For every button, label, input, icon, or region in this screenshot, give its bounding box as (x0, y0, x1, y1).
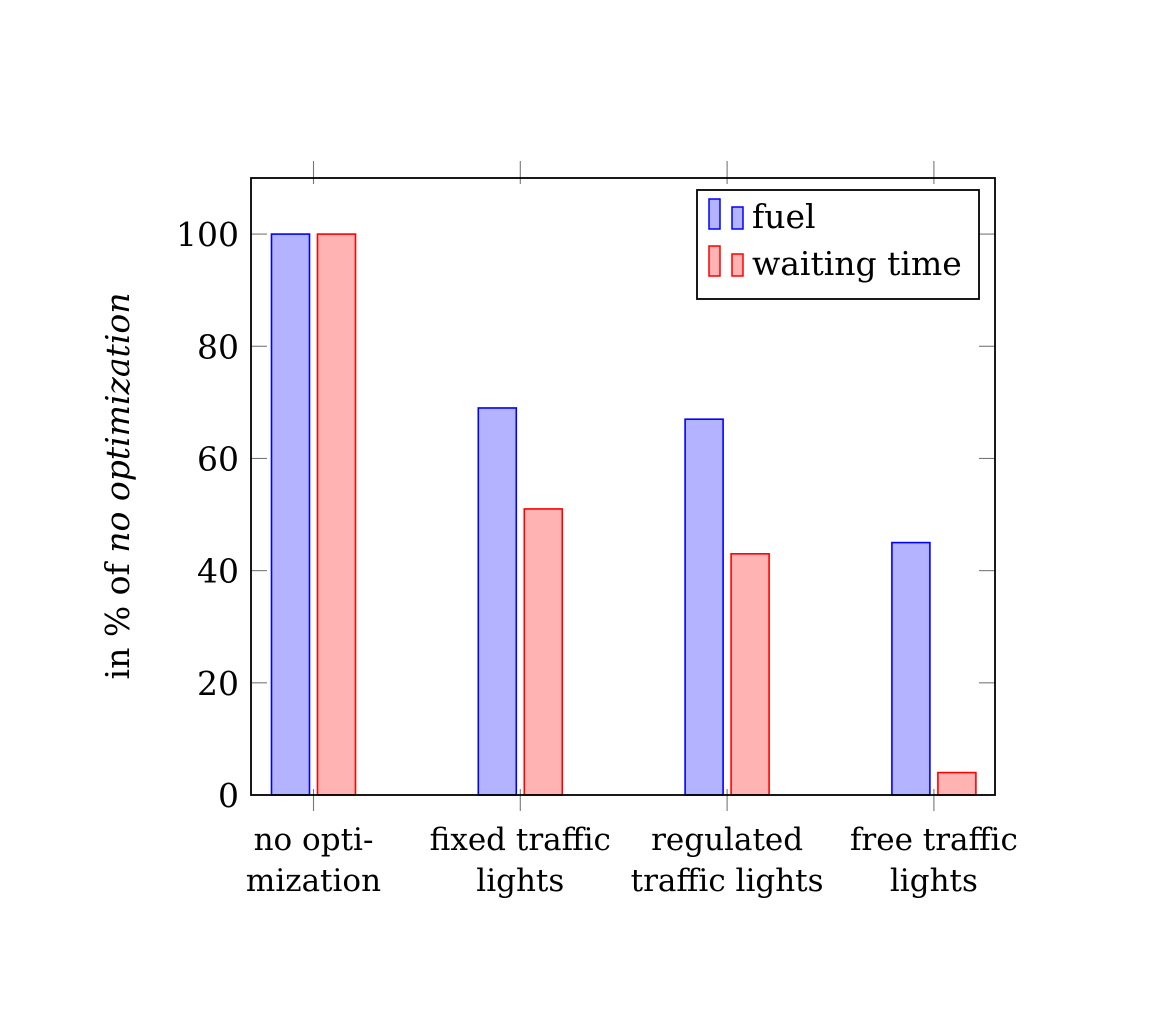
y-tick-label: 100 (176, 215, 239, 254)
legend-swatch (708, 245, 721, 277)
x-tick-label: regulated traffic lights (631, 822, 824, 899)
y-tick-label: 0 (218, 776, 239, 815)
legend-swatch (708, 198, 721, 230)
y-tick-label: 60 (197, 439, 239, 478)
bar-waiting-time-2 (730, 553, 770, 796)
bar-fuel-3 (891, 541, 931, 796)
y-tick-label: 40 (197, 552, 239, 591)
ticks-group (251, 161, 995, 811)
x-tick-label: fixed traffic lights (430, 822, 611, 899)
legend-swatch (731, 253, 744, 277)
legend-swatch (731, 206, 744, 230)
bar-fuel-2 (684, 418, 724, 796)
x-tick-label: free traffic lights (850, 822, 1018, 899)
legend: fuel waiting time (696, 189, 980, 300)
tick-labels-group: no opti-mization fixed traffic lights regul… (176, 215, 1018, 899)
bar-waiting-time-3 (937, 771, 977, 796)
legend-label: waiting time (752, 244, 962, 283)
plot-frame (250, 177, 996, 796)
bar-fuel-1 (477, 407, 518, 796)
bar-waiting-time-1 (523, 508, 564, 796)
y-axis-label: in % of no optimization (98, 293, 137, 680)
y-tick-label: 20 (197, 664, 239, 703)
y-tick-label: 80 (197, 327, 239, 366)
bar-waiting-time-0 (316, 233, 357, 796)
x-tick-label: no opti-mization (246, 822, 381, 899)
bars-group (270, 233, 977, 796)
legend-label: fuel (752, 197, 816, 236)
bar-fuel-0 (270, 233, 311, 796)
legend-box (696, 189, 980, 300)
legend-entries: fuel waiting time (708, 197, 962, 283)
